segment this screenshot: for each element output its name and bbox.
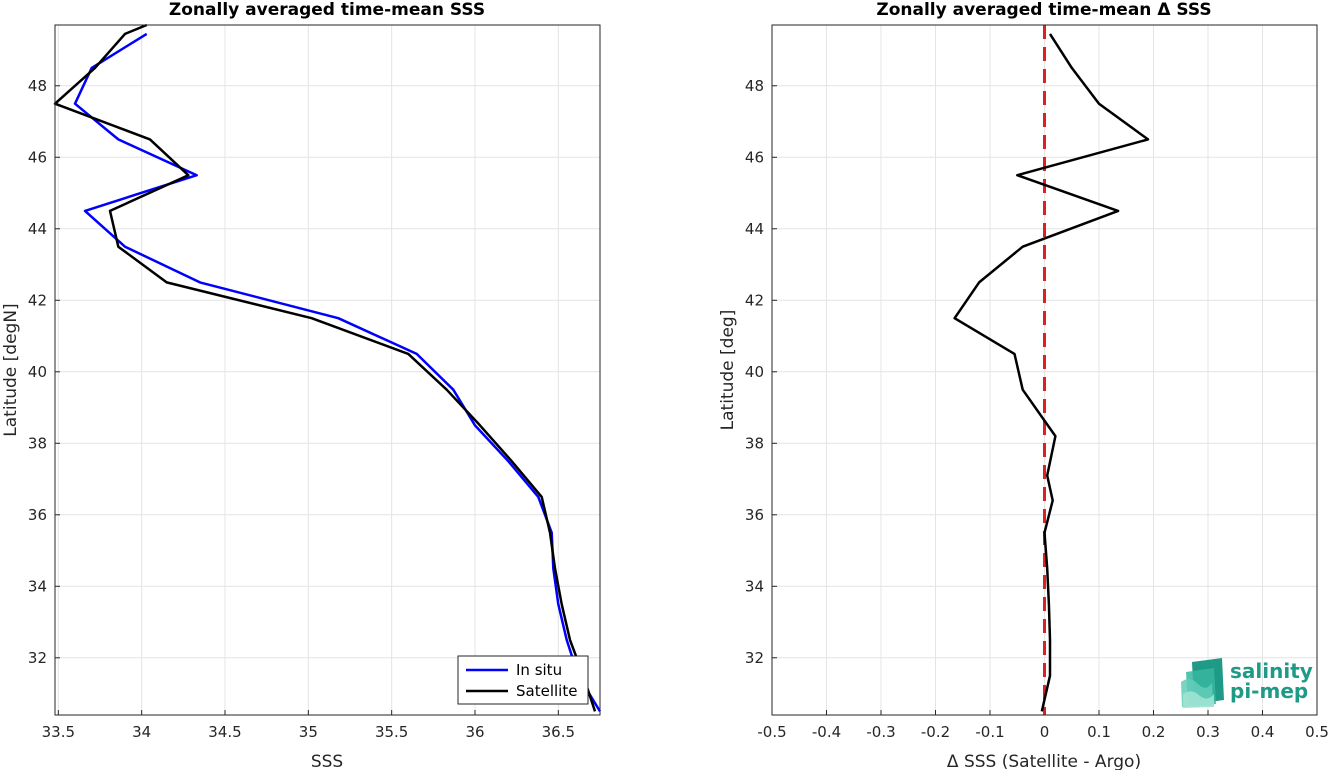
x-tick-label: 0.1 bbox=[1087, 723, 1111, 741]
x-tick-label: 0.3 bbox=[1196, 723, 1220, 741]
y-tick-labels: 32 34 36 38 40 42 44 46 48 bbox=[28, 77, 47, 667]
y-tick-label: 38 bbox=[745, 434, 764, 452]
y-tick-label: 46 bbox=[745, 148, 764, 166]
x-axis-label: SSS bbox=[311, 752, 343, 770]
y-axis-label: Latitude [deg] bbox=[718, 310, 738, 431]
plot-area bbox=[55, 25, 600, 715]
x-tick-label: -0.1 bbox=[975, 723, 1004, 741]
axes-frame bbox=[54, 24, 601, 716]
x-tick-labels: -0.5 -0.4 -0.3 -0.2 -0.1 0 0.1 0.2 0.3 0.4 0.5 bbox=[757, 723, 1329, 741]
y-tick-label: 36 bbox=[28, 506, 47, 524]
y-tick-label: 38 bbox=[28, 434, 47, 452]
logo-text-pi-mep: pi-mep bbox=[1230, 679, 1308, 703]
legend-label-in-situ: In situ bbox=[516, 661, 562, 679]
y-tick-label: 34 bbox=[28, 577, 47, 595]
chart-title: Zonally averaged time-mean Δ SSS bbox=[876, 0, 1211, 20]
x-tick-label: 0 bbox=[1040, 723, 1050, 741]
salinity-pi-mep-logo: salinity pi-mep bbox=[1181, 658, 1313, 708]
y-tick-label: 42 bbox=[28, 291, 47, 309]
legend: In situ Satellite bbox=[457, 655, 589, 705]
y-tick-label: 36 bbox=[745, 506, 764, 524]
x-tick-label: 0.2 bbox=[1142, 723, 1166, 741]
y-axis-label: Latitude [degN] bbox=[1, 303, 21, 436]
legend-box bbox=[457, 655, 589, 705]
legend-label-satellite: Satellite bbox=[516, 682, 577, 700]
axes-frame bbox=[771, 24, 1318, 716]
x-tick-label: 0.4 bbox=[1251, 723, 1275, 741]
series-line-0 bbox=[953, 33, 1150, 712]
series-group bbox=[953, 33, 1150, 712]
y-tick-label: 44 bbox=[28, 220, 47, 238]
x-tick-label: 0.5 bbox=[1305, 723, 1329, 741]
y-tick-label: 40 bbox=[745, 363, 764, 381]
x-tick-label: 34 bbox=[132, 723, 151, 741]
series-group bbox=[53, 23, 602, 713]
x-tick-label: 35.5 bbox=[375, 723, 408, 741]
y-tick-label: 40 bbox=[28, 363, 47, 381]
x-tick-labels: 33.5 34 34.5 35 35.5 36 36.5 bbox=[42, 723, 575, 741]
x-tick-label: 34.5 bbox=[208, 723, 241, 741]
logo-wave-icon bbox=[1181, 658, 1224, 708]
chart-title: Zonally averaged time-mean SSS bbox=[169, 0, 485, 20]
y-tick-labels: 32 34 36 38 40 42 44 46 48 bbox=[745, 77, 764, 667]
x-tick-label: -0.4 bbox=[812, 723, 841, 741]
logo-text-salinity: salinity bbox=[1230, 659, 1313, 683]
y-tick-label: 48 bbox=[745, 77, 764, 95]
y-tick-label: 44 bbox=[745, 220, 764, 238]
x-tick-label: 33.5 bbox=[42, 723, 75, 741]
y-tick-label: 46 bbox=[28, 148, 47, 166]
x-tick-label: 36 bbox=[465, 723, 484, 741]
y-tick-label: 32 bbox=[28, 649, 47, 667]
series-line-satellite bbox=[53, 23, 597, 712]
x-tick-label: 36.5 bbox=[542, 723, 575, 741]
y-tick-label: 48 bbox=[28, 77, 47, 95]
x-tick-label: -0.2 bbox=[921, 723, 950, 741]
y-tick-label: 42 bbox=[745, 291, 764, 309]
x-tick-label: 35 bbox=[299, 723, 318, 741]
series-line-in-situ bbox=[73, 32, 602, 713]
x-tick-label: -0.5 bbox=[757, 723, 786, 741]
y-tick-label: 34 bbox=[745, 577, 764, 595]
sss-profile-axes: 33.5 34 34.5 35 35.5 36 36.5 32 34 36 38 40 42 44 46 4… bbox=[1, 0, 602, 770]
x-axis-label: Δ SSS (Satellite - Argo) bbox=[947, 752, 1141, 770]
delta-sss-profile-axes: -0.5 -0.4 -0.3 -0.2 -0.1 0 0.1 0.2 0.3 0.4 0.5 323… bbox=[718, 0, 1329, 770]
y-tick-label: 32 bbox=[745, 649, 764, 667]
x-tick-label: -0.3 bbox=[866, 723, 895, 741]
